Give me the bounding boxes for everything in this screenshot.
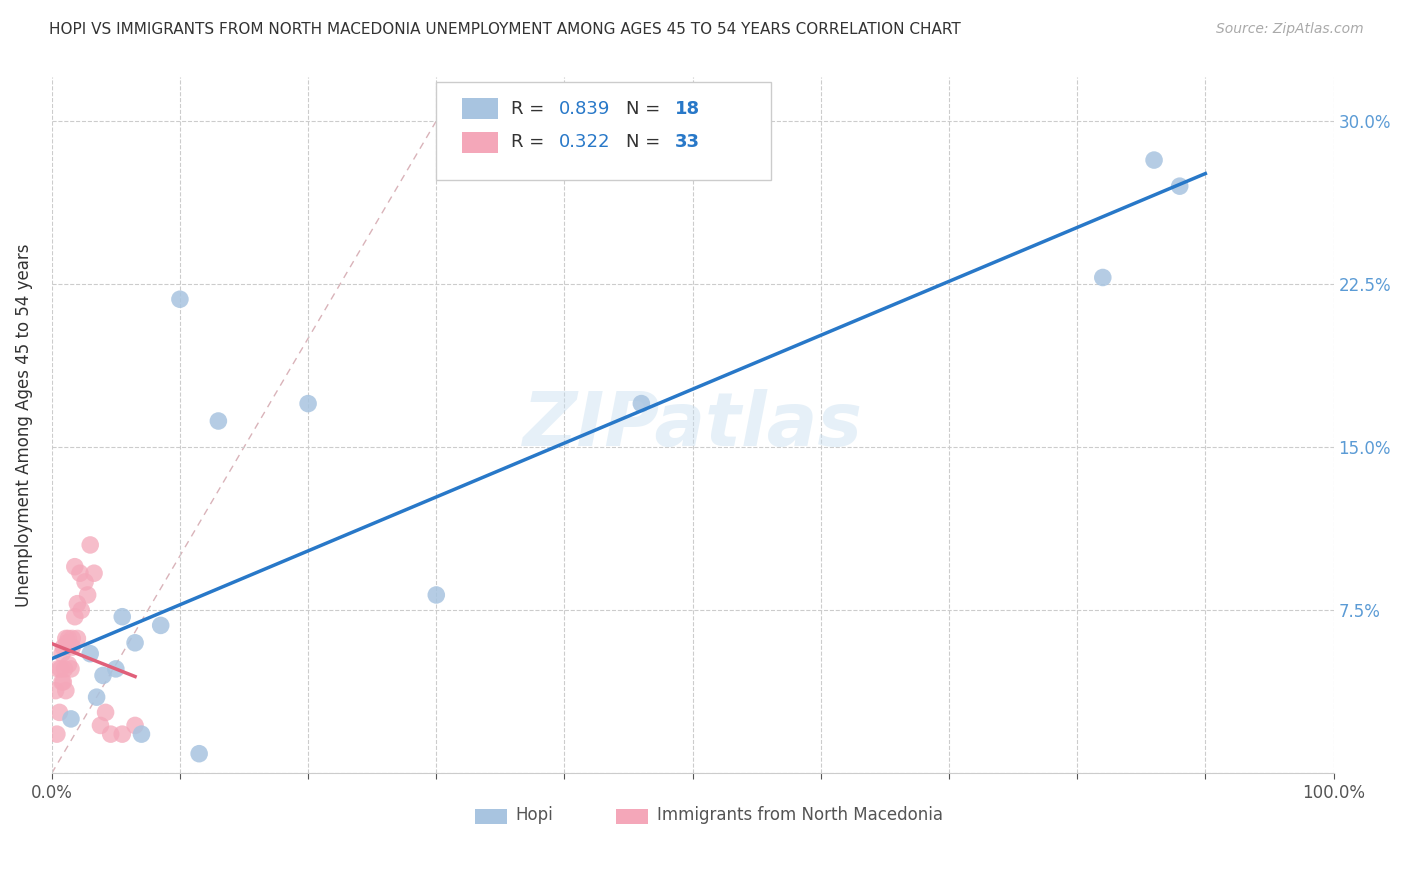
Point — [1143, 153, 1166, 167]
Point — [425, 588, 447, 602]
Point — [630, 396, 652, 410]
Point — [69, 566, 91, 581]
Point — [60, 640, 83, 655]
Point — [100, 727, 122, 741]
Point — [52, 675, 75, 690]
Text: N =: N = — [626, 100, 666, 118]
Point — [79, 538, 101, 552]
Text: N =: N = — [626, 133, 666, 151]
Point — [59, 662, 82, 676]
Point — [63, 609, 86, 624]
Text: Hopi: Hopi — [516, 806, 554, 824]
Point — [49, 662, 72, 676]
Point — [45, 683, 67, 698]
Point — [111, 609, 134, 624]
Point — [70, 603, 93, 617]
Text: ZIPatlas: ZIPatlas — [523, 389, 863, 462]
Point — [75, 574, 97, 589]
Point — [124, 718, 146, 732]
Point — [79, 647, 101, 661]
Point — [63, 559, 86, 574]
Point — [46, 662, 69, 676]
Text: Source: ZipAtlas.com: Source: ZipAtlas.com — [1216, 22, 1364, 37]
Text: R =: R = — [510, 133, 550, 151]
Point — [89, 718, 111, 732]
Point — [52, 640, 75, 655]
FancyBboxPatch shape — [463, 132, 498, 153]
Point — [55, 632, 77, 646]
Point — [83, 566, 105, 581]
Point — [60, 632, 83, 646]
Y-axis label: Unemployment Among Ages 45 to 54 years: Unemployment Among Ages 45 to 54 years — [15, 244, 32, 607]
Point — [59, 712, 82, 726]
Point — [58, 632, 80, 646]
Point — [131, 727, 153, 741]
FancyBboxPatch shape — [475, 809, 506, 824]
Text: 18: 18 — [675, 100, 700, 118]
Point — [94, 706, 117, 720]
Point — [207, 414, 229, 428]
Point — [104, 662, 127, 676]
Text: 33: 33 — [675, 133, 700, 151]
Point — [55, 683, 77, 698]
Point — [111, 727, 134, 741]
Point — [297, 396, 319, 410]
Text: HOPI VS IMMIGRANTS FROM NORTH MACEDONIA UNEMPLOYMENT AMONG AGES 45 TO 54 YEARS C: HOPI VS IMMIGRANTS FROM NORTH MACEDONIA … — [49, 22, 960, 37]
Point — [48, 706, 70, 720]
Point — [53, 662, 76, 676]
FancyBboxPatch shape — [616, 809, 648, 824]
Point — [1168, 179, 1191, 194]
Point — [169, 292, 191, 306]
Point — [149, 618, 172, 632]
FancyBboxPatch shape — [463, 98, 498, 120]
Point — [45, 727, 67, 741]
Point — [66, 597, 89, 611]
Text: Immigrants from North Macedonia: Immigrants from North Macedonia — [657, 806, 943, 824]
FancyBboxPatch shape — [436, 82, 770, 180]
Point — [66, 632, 89, 646]
Point — [56, 636, 79, 650]
Point — [76, 588, 98, 602]
Point — [1091, 270, 1114, 285]
Text: 0.322: 0.322 — [560, 133, 610, 151]
Point — [91, 668, 114, 682]
Point — [58, 657, 80, 672]
Point — [51, 675, 73, 690]
Point — [188, 747, 211, 761]
Point — [86, 690, 108, 705]
Point — [124, 636, 146, 650]
Text: R =: R = — [510, 100, 550, 118]
Point — [51, 647, 73, 661]
Text: 0.839: 0.839 — [560, 100, 610, 118]
